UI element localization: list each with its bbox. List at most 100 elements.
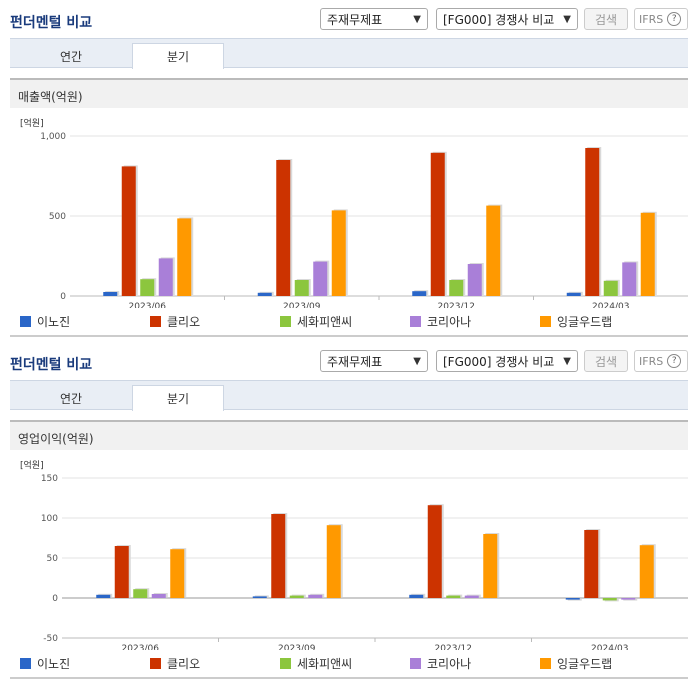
section-divider	[10, 677, 688, 679]
help-icon: ?	[667, 12, 682, 26]
x-tick-label: 2023/09	[278, 644, 316, 650]
legend-item[interactable]: 클리오	[150, 655, 280, 672]
operating-income-chart: [억원] -50 0 50 100 150 2023/06 2023/09 2023/12 202…	[20, 459, 688, 650]
bar-코리아나-2023/09	[313, 261, 328, 296]
y-tick-label: 50	[47, 554, 59, 564]
bar-세화피앤씨-2023/12	[446, 595, 461, 598]
bar-코리아나-2024/03	[622, 262, 637, 296]
bar-클리오-2023/06	[114, 546, 129, 598]
bar-세화피앤씨-2023/09	[294, 280, 309, 296]
legend-item[interactable]: 클리오	[150, 313, 280, 330]
chevron-down-icon: ▼	[413, 355, 421, 367]
ifrs-help-button[interactable]: IFRS?	[634, 8, 688, 30]
bar-이노진-2024/03	[565, 598, 580, 600]
bar-세화피앤씨-2023/06	[133, 589, 148, 598]
period-tabs: 연간 분기	[10, 380, 688, 411]
y-tick-label: 100	[41, 514, 58, 524]
legend-swatch	[280, 316, 291, 327]
bar-잉글우드랩-2023/12	[486, 205, 501, 296]
legend-label: 코리아나	[427, 657, 472, 671]
x-tick-label: 2023/12	[438, 302, 475, 308]
legend-item[interactable]: 이노진	[20, 313, 150, 330]
y-tick-label: 150	[41, 474, 58, 484]
y-tick-label: 0	[52, 594, 58, 604]
bar-잉글우드랩-2023/09	[326, 525, 341, 598]
chart-legend: 이노진 클리오 세화피앤씨 코리아나 잉글우드랩	[20, 313, 670, 330]
tab-annual[interactable]: 연간	[59, 391, 83, 406]
legend-label: 잉글우드랩	[557, 315, 613, 329]
bar-세화피앤씨-2023/06	[140, 279, 155, 296]
help-icon: ?	[667, 354, 682, 368]
legend-item[interactable]: 잉글우드랩	[540, 313, 670, 330]
y-tick-label: -50	[43, 634, 58, 644]
panel-revenue: 펀더멘털 비교 주재무제표 ▼ [FG000] 경쟁사 비교 ▼ 검색 IFRS? …	[10, 8, 688, 337]
x-tick-label: 2023/12	[435, 644, 472, 650]
bar-세화피앤씨-2023/09	[289, 595, 304, 598]
ifrs-help-button[interactable]: IFRS?	[634, 350, 688, 372]
legend-swatch	[540, 316, 551, 327]
bar-이노진-2023/09	[257, 292, 272, 296]
legend-label: 이노진	[37, 657, 71, 671]
bar-이노진-2023/06	[103, 292, 118, 296]
search-button[interactable]: 검색	[584, 8, 628, 30]
bar-세화피앤씨-2024/03	[602, 598, 617, 601]
bar-코리아나-2023/06	[158, 258, 173, 296]
legend-label: 코리아나	[427, 315, 472, 329]
bar-잉글우드랩-2023/09	[331, 210, 346, 296]
revenue-chart: [억원] 0 500 1,000 2023/06 2023/09 2023/12 2024/0…	[20, 117, 688, 308]
x-tick-label: 2023/06	[122, 644, 160, 650]
legend-swatch	[540, 658, 551, 669]
tab-quarterly[interactable]: 분기	[132, 385, 224, 411]
bar-잉글우드랩-2023/06	[170, 549, 185, 598]
legend-label: 잉글우드랩	[557, 657, 613, 671]
tab-annual[interactable]: 연간	[59, 49, 83, 64]
legend-label: 이노진	[37, 315, 71, 329]
bar-세화피앤씨-2023/12	[449, 280, 464, 296]
bar-코리아나-2024/03	[621, 598, 636, 600]
legend-swatch	[20, 316, 31, 327]
section-header: 영업이익(억원)	[10, 420, 688, 450]
legend-item[interactable]: 코리아나	[410, 655, 540, 672]
statement-select-value: 주재무제표	[327, 12, 383, 27]
x-tick-label: 2024/03	[592, 302, 629, 308]
bar-shadow	[623, 599, 638, 601]
bar-코리아나-2023/12	[464, 595, 479, 598]
bar-이노진-2023/12	[409, 594, 424, 598]
chevron-down-icon: ▼	[563, 13, 571, 25]
bar-잉글우드랩-2024/03	[639, 545, 654, 598]
bar-잉글우드랩-2024/03	[640, 212, 655, 296]
legend-item[interactable]: 잉글우드랩	[540, 655, 670, 672]
statement-select[interactable]: 주재무제표 ▼	[320, 8, 428, 30]
panel-title: 펀더멘털 비교	[10, 15, 93, 31]
tab-quarterly[interactable]: 분기	[132, 43, 224, 69]
bar-코리아나-2023/09	[308, 594, 323, 598]
legend-swatch	[280, 658, 291, 669]
statement-select-value: 주재무제표	[327, 354, 383, 369]
legend-swatch	[150, 316, 161, 327]
legend-swatch	[410, 658, 421, 669]
search-button[interactable]: 검색	[584, 350, 628, 372]
bar-이노진-2023/09	[252, 596, 267, 598]
statement-select[interactable]: 주재무제표 ▼	[320, 350, 428, 372]
legend-swatch	[410, 316, 421, 327]
bar-클리오-2024/03	[585, 148, 600, 296]
bar-클리오-2023/12	[427, 505, 442, 598]
bar-세화피앤씨-2024/03	[603, 280, 618, 296]
bar-클리오-2023/09	[271, 514, 286, 598]
ifrs-label: IFRS	[639, 354, 664, 368]
bar-이노진-2023/06	[96, 594, 111, 598]
compare-select[interactable]: [FG000] 경쟁사 비교 ▼	[436, 8, 578, 30]
bar-클리오-2023/06	[121, 166, 136, 296]
chart-legend: 이노진 클리오 세화피앤씨 코리아나 잉글우드랩	[20, 655, 670, 672]
legend-label: 클리오	[167, 315, 201, 329]
period-tabs: 연간 분기	[10, 38, 688, 69]
legend-item[interactable]: 세화피앤씨	[280, 655, 410, 672]
bar-클리오-2023/09	[276, 160, 291, 296]
compare-select[interactable]: [FG000] 경쟁사 비교 ▼	[436, 350, 578, 372]
panel-operating-income: 펀더멘털 비교 주재무제표 ▼ [FG000] 경쟁사 비교 ▼ 검색 IFRS? …	[0, 342, 696, 684]
legend-item[interactable]: 코리아나	[410, 313, 540, 330]
legend-label: 세화피앤씨	[297, 657, 353, 671]
legend-label: 클리오	[167, 657, 201, 671]
legend-item[interactable]: 세화피앤씨	[280, 313, 410, 330]
legend-item[interactable]: 이노진	[20, 655, 150, 672]
